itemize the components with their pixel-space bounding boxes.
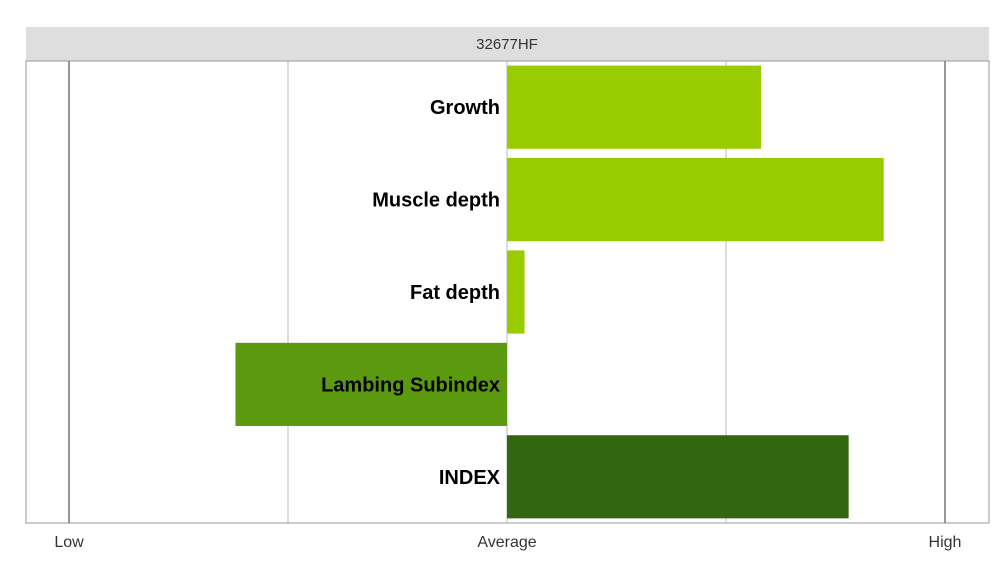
x-tick-label: Low [54,534,84,551]
chart-title: 32677HF [476,36,538,53]
category-label: Muscle depth [372,190,500,212]
bar-growth [507,65,762,149]
x-tick-label: Average [477,534,536,551]
bars [235,65,884,519]
category-labels: Growth Muscle depth Fat depth Lambing Subin… [321,97,501,489]
x-tick-labels: Low Average High [54,534,961,551]
bar-muscle-depth [507,158,884,242]
bar-fat-depth [507,250,525,334]
category-label: Fat depth [410,282,500,304]
bar-lambing-subindex [235,342,507,426]
category-label: Lambing Subindex [321,374,500,396]
category-label: INDEX [439,467,501,489]
title-bar [26,27,989,61]
bar-index [507,435,849,519]
category-label: Growth [430,97,500,119]
x-tick-label: High [929,534,962,551]
